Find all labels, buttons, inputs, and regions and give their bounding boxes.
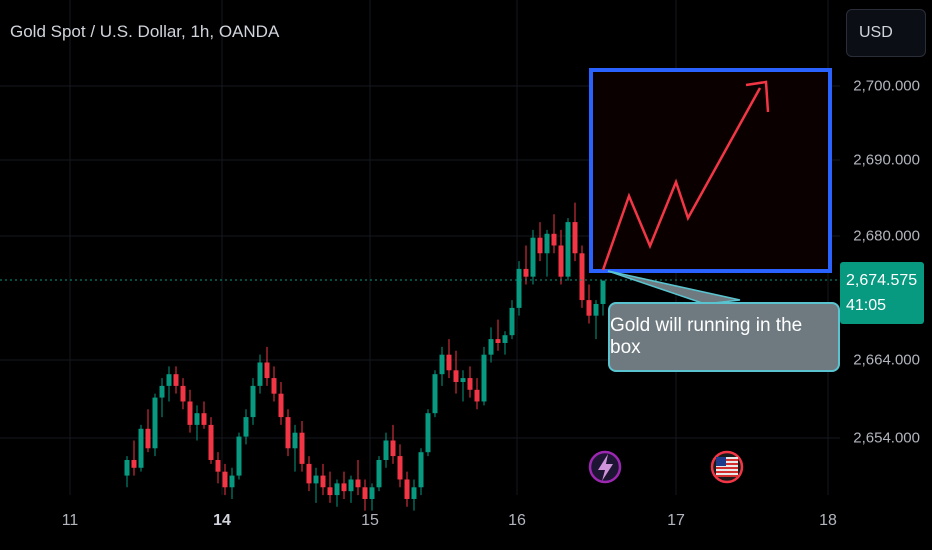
y-tick-label: 2,654.000 bbox=[853, 429, 920, 447]
x-tick-label: 14 bbox=[213, 512, 231, 529]
candle-body bbox=[411, 487, 417, 499]
candle-body bbox=[600, 280, 606, 304]
candle-body bbox=[187, 401, 193, 425]
candle-body bbox=[481, 354, 487, 402]
candle-body bbox=[159, 385, 165, 398]
currency-button[interactable]: USD bbox=[846, 9, 926, 57]
candle-body bbox=[334, 483, 340, 496]
x-tick-label: 16 bbox=[508, 512, 526, 529]
candle-body bbox=[278, 393, 284, 418]
candle-body bbox=[432, 374, 438, 414]
candle-body bbox=[530, 237, 536, 277]
candle-body bbox=[194, 413, 200, 425]
candle-body bbox=[362, 487, 368, 499]
candle-body bbox=[537, 237, 543, 254]
candle-body bbox=[383, 440, 389, 460]
annotation-callout[interactable]: Gold will running in the box bbox=[608, 302, 840, 372]
candle-body bbox=[355, 479, 361, 488]
candle-body bbox=[285, 417, 291, 449]
x-tick-label: 17 bbox=[667, 512, 685, 529]
candle-body bbox=[488, 339, 494, 355]
y-tick-label: 2,700.000 bbox=[853, 77, 920, 95]
candle-body bbox=[586, 300, 592, 316]
candle-body bbox=[250, 385, 256, 418]
candle-body bbox=[523, 268, 529, 277]
candle-body bbox=[516, 268, 522, 308]
candle-body bbox=[236, 436, 242, 476]
candle-body bbox=[495, 339, 501, 343]
us-flag-stripe bbox=[716, 467, 738, 469]
candle-body bbox=[397, 456, 403, 480]
target-box bbox=[589, 68, 832, 273]
y-tick-label: 2,690.000 bbox=[853, 151, 920, 169]
candle-body bbox=[348, 479, 354, 492]
candle-body bbox=[404, 479, 410, 499]
us-flag-stripe bbox=[716, 463, 738, 465]
candle-body bbox=[152, 397, 158, 449]
candle-body bbox=[138, 428, 144, 468]
candle-body bbox=[124, 459, 130, 476]
candle-body bbox=[173, 374, 179, 386]
x-tick-label: 11 bbox=[61, 512, 79, 529]
candle-body bbox=[180, 385, 186, 402]
x-tick-label: 15 bbox=[361, 512, 379, 529]
candle-body bbox=[509, 307, 515, 336]
candle-body bbox=[551, 233, 557, 246]
candle-body bbox=[264, 362, 270, 379]
candle-body bbox=[572, 222, 578, 254]
current-price-badge: 2,674.575 41:05 bbox=[840, 262, 924, 324]
projection-arrowhead bbox=[745, 80, 770, 113]
candle-body bbox=[376, 459, 382, 488]
y-tick-label: 2,680.000 bbox=[853, 227, 920, 245]
candle-body bbox=[558, 245, 564, 277]
projection-arrow-line bbox=[601, 87, 762, 271]
candle-body bbox=[208, 424, 214, 460]
chart-title: Gold Spot / U.S. Dollar, 1h, OANDA bbox=[10, 22, 280, 41]
candle-body bbox=[369, 487, 375, 499]
candle-body bbox=[292, 432, 298, 449]
candle-body bbox=[460, 378, 466, 382]
candle-body bbox=[565, 222, 571, 277]
candle-body bbox=[446, 354, 452, 371]
candle-body bbox=[320, 475, 326, 488]
candle-body bbox=[257, 362, 263, 386]
candle-body bbox=[166, 374, 172, 386]
candle-body bbox=[229, 475, 235, 488]
candle-body bbox=[425, 413, 431, 453]
candle-body bbox=[299, 432, 305, 464]
candle-body bbox=[215, 459, 221, 472]
us-flag-stripe bbox=[716, 471, 738, 473]
candle-body bbox=[271, 378, 277, 394]
candle-body bbox=[313, 475, 319, 484]
us-flag-stripe bbox=[716, 475, 738, 477]
y-tick-label: 2,664.000 bbox=[853, 351, 920, 369]
candle-body bbox=[341, 483, 347, 492]
candle-body bbox=[390, 440, 396, 457]
candle-body bbox=[145, 428, 151, 449]
annotation-text: Gold will running in the box bbox=[610, 315, 803, 358]
candle-body bbox=[474, 389, 480, 402]
candle-body bbox=[453, 370, 459, 382]
candle-body bbox=[502, 335, 508, 343]
candle-body bbox=[222, 471, 228, 488]
candle-body bbox=[201, 413, 207, 425]
x-tick-label: 18 bbox=[819, 512, 837, 529]
us-flag-canton bbox=[716, 457, 726, 466]
bar-countdown: 41:05 bbox=[846, 297, 887, 314]
us-flag-stripe bbox=[716, 459, 738, 461]
candle-body bbox=[439, 354, 445, 375]
candle-body bbox=[327, 487, 333, 496]
candle-body bbox=[131, 459, 137, 468]
candle-body bbox=[243, 417, 249, 437]
callout-pointer bbox=[607, 270, 741, 305]
candle-body bbox=[306, 463, 312, 484]
candle-body bbox=[418, 452, 424, 488]
candle-body bbox=[593, 303, 599, 316]
lightning-bolt-icon bbox=[598, 454, 613, 481]
candle-body bbox=[544, 233, 550, 254]
candle-body bbox=[579, 253, 585, 301]
current-price-value: 2,674.575 bbox=[846, 272, 918, 289]
candle-body bbox=[467, 378, 473, 390]
